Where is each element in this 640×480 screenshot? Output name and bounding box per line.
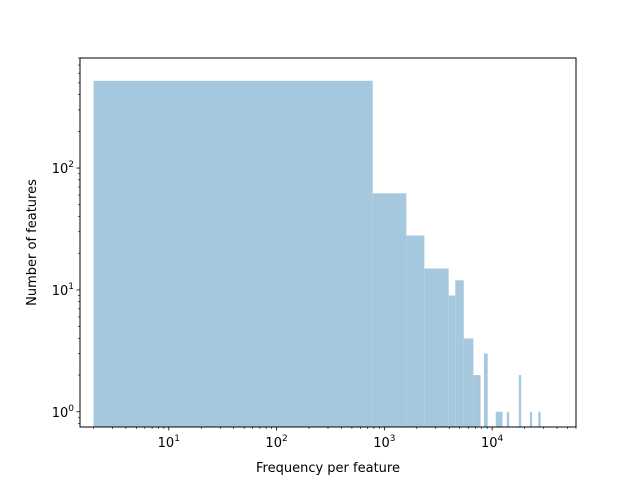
- x-tick-label-1: 102: [265, 434, 287, 451]
- histogram-bar-9: [495, 411, 503, 427]
- histogram-bar-1: [372, 193, 407, 427]
- histogram-bar-5: [455, 280, 464, 427]
- histogram-bar-7: [473, 375, 481, 427]
- histogram-bar-0: [93, 80, 373, 428]
- histogram-bar-13: [538, 411, 541, 427]
- histogram-bar-3: [424, 268, 449, 427]
- bars-group: [93, 80, 541, 428]
- histogram-bar-6: [463, 338, 474, 427]
- x-tick-label-3: 104: [481, 434, 504, 451]
- histogram-bar-12: [529, 411, 533, 427]
- y-tick-label-0: 100: [52, 404, 75, 421]
- y-tick-label-2: 102: [52, 160, 74, 177]
- histogram-bar-8: [483, 353, 488, 427]
- y-tick-label-1: 101: [52, 282, 74, 299]
- x-tick-label-0: 101: [158, 434, 180, 451]
- x-tick-label-2: 103: [373, 434, 395, 451]
- x-axis-ticks: 101 102 103 104: [93, 427, 577, 451]
- histogram-bar-10: [506, 411, 510, 427]
- histogram-bar-4: [448, 295, 456, 427]
- histogram-bar-2: [406, 235, 425, 427]
- x-axis-label: Frequency per feature: [256, 461, 400, 476]
- y-axis-ticks: 100 101 102: [52, 57, 80, 424]
- y-axis-label: Number of features: [25, 179, 40, 306]
- histogram-bar-11: [518, 375, 522, 427]
